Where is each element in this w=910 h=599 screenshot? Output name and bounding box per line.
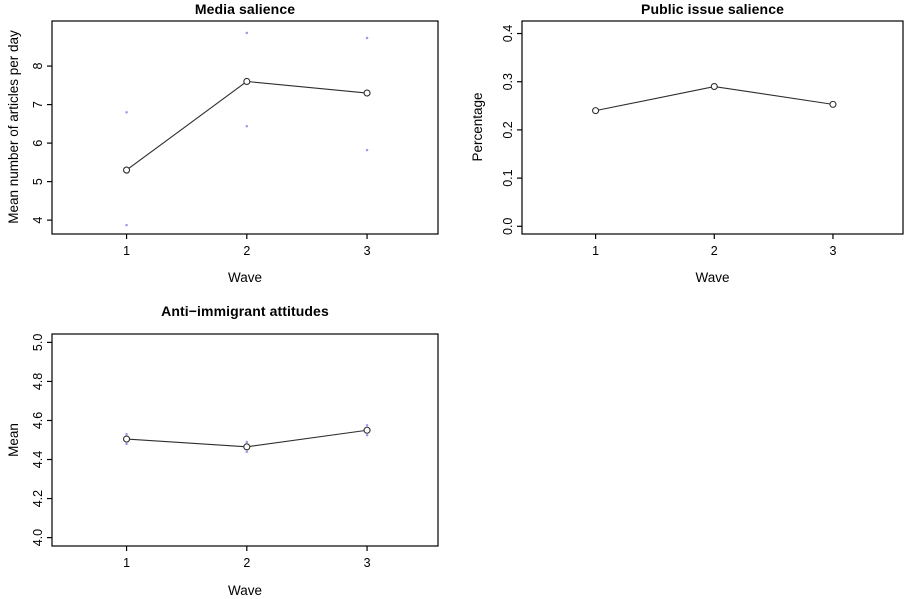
svg-text:6: 6 — [31, 140, 45, 147]
svg-text:3: 3 — [364, 556, 371, 570]
svg-text:0.4: 0.4 — [501, 25, 515, 42]
svg-text:7: 7 — [31, 101, 45, 108]
chart-media-salience: Media salience Mean number of articles p… — [0, 0, 455, 300]
svg-text:5.0: 5.0 — [31, 334, 45, 351]
plot-area: 4.0 4.2 4.4 4.6 4.8 5.0 1 2 3 — [31, 333, 439, 570]
svg-text:4.4: 4.4 — [31, 451, 45, 468]
svg-text:1: 1 — [123, 556, 130, 570]
plot-area: 0.0 0.1 0.2 0.3 0.4 1 2 3 — [501, 20, 904, 258]
x-axis-label: Wave — [227, 270, 262, 285]
svg-text:4: 4 — [31, 217, 45, 224]
svg-text:2: 2 — [243, 556, 250, 570]
chart-anti-immigrant-attitudes: Anti−immigrant attitudes Mean 4.0 4.2 4.4 4… — [0, 300, 455, 599]
svg-text:0.3: 0.3 — [501, 73, 515, 90]
chart-title: Media salience — [194, 1, 296, 17]
svg-text:3: 3 — [364, 244, 371, 258]
svg-text:4.0: 4.0 — [31, 529, 45, 546]
svg-text:8: 8 — [31, 63, 45, 70]
x-axis-label: Wave — [695, 270, 730, 285]
svg-text:0.0: 0.0 — [501, 218, 515, 235]
svg-text:4.8: 4.8 — [31, 373, 45, 390]
svg-text:2: 2 — [243, 244, 250, 258]
svg-text:1: 1 — [123, 244, 130, 258]
chart-title: Anti−immigrant attitudes — [161, 303, 329, 319]
svg-text:0.2: 0.2 — [501, 121, 515, 138]
svg-text:4.2: 4.2 — [31, 490, 45, 507]
svg-text:3: 3 — [829, 244, 836, 258]
svg-text:1: 1 — [592, 244, 599, 258]
chart-public-issue-salience: Public issue salience Percentage 0.0 0.1 0… — [455, 0, 910, 300]
plot-area: 4 5 6 7 8 1 2 3 — [31, 20, 439, 258]
svg-text:2: 2 — [711, 244, 718, 258]
x-axis-label: Wave — [227, 583, 262, 598]
chart-title: Public issue salience — [641, 1, 784, 17]
svg-text:5: 5 — [31, 178, 45, 185]
svg-text:4.6: 4.6 — [31, 412, 45, 429]
svg-text:0.1: 0.1 — [501, 169, 515, 186]
